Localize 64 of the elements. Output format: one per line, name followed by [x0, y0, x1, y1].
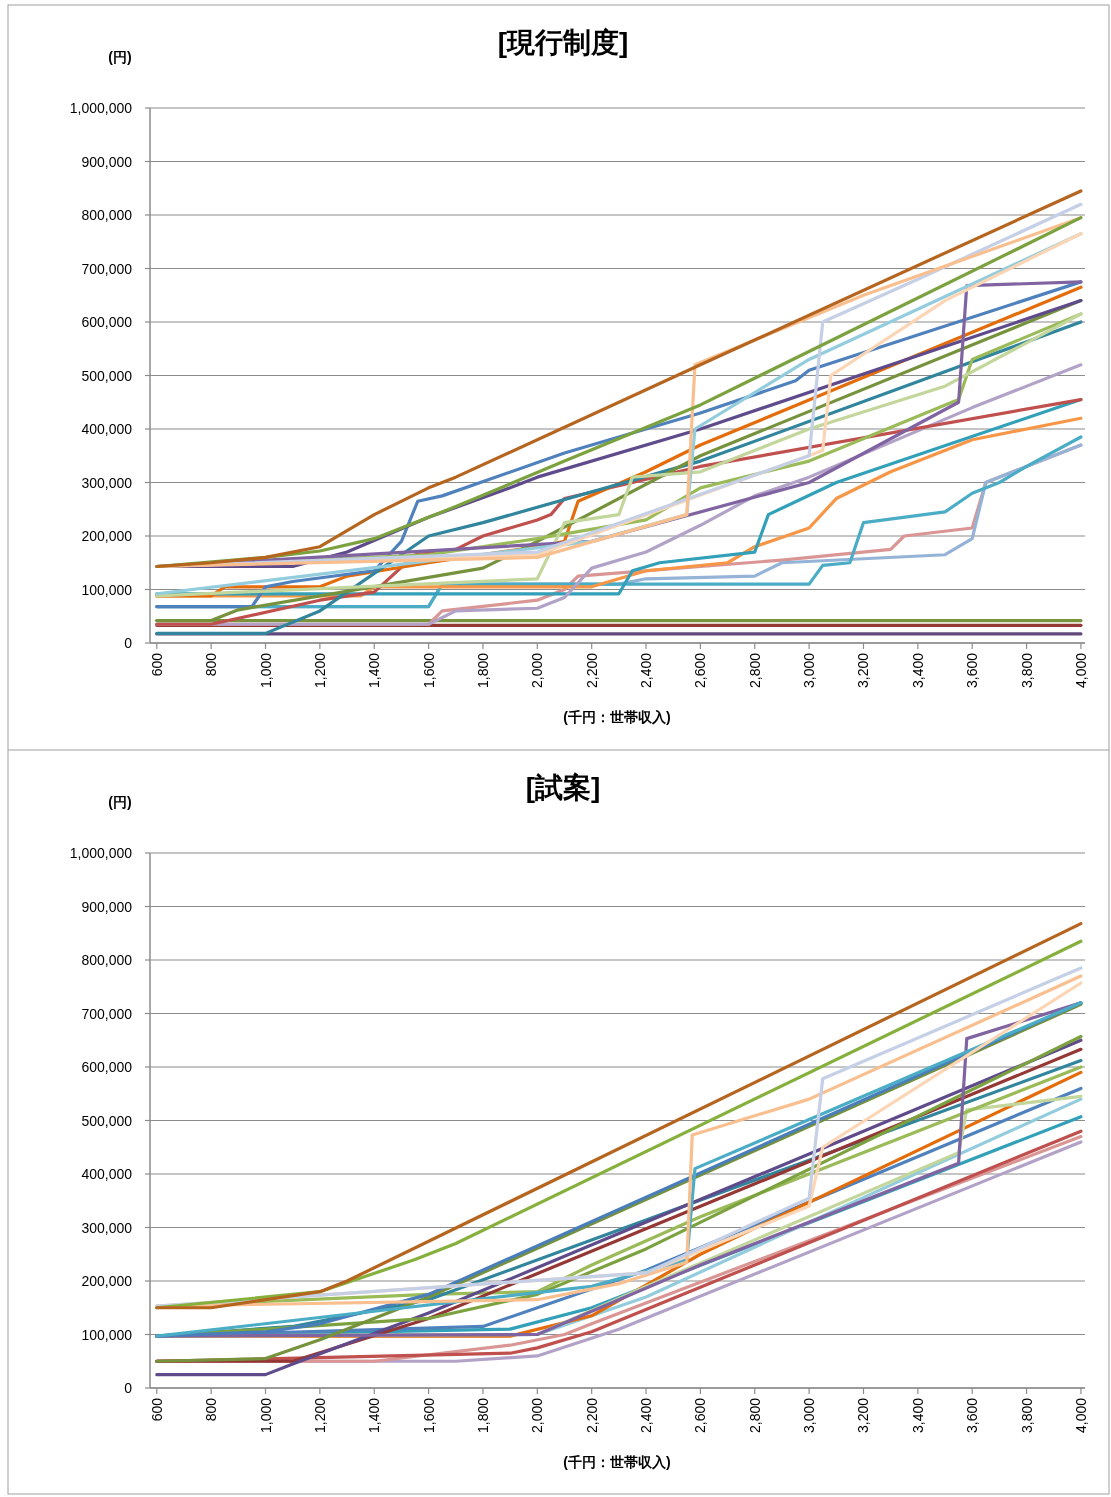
y-axis-title: (円): [108, 794, 132, 810]
y-axis-title: (円): [108, 49, 132, 65]
x-tick-label: 2,600: [692, 1397, 709, 1434]
y-tick-label: 300,000: [81, 474, 133, 491]
x-tick-label: 1,800: [474, 652, 491, 689]
x-tick-label: 3,200: [855, 1397, 872, 1434]
x-tick-label: 2,000: [529, 1397, 546, 1434]
x-tick-label: 1,000: [257, 1397, 274, 1434]
y-tick-label: 900,000: [81, 153, 133, 170]
chart-title: [試案]: [525, 772, 601, 803]
y-tick-label: 500,000: [81, 1112, 133, 1129]
x-tick-label: 2,200: [583, 1397, 600, 1434]
y-tick-label: 900,000: [81, 898, 133, 915]
x-tick-label: 3,000: [801, 652, 818, 689]
x-tick-label: 3,800: [1018, 652, 1035, 689]
y-tick-label: 600,000: [81, 1059, 133, 1075]
x-tick-label: 1,400: [366, 652, 383, 689]
y-tick-label: 100,000: [81, 581, 133, 598]
y-tick-label: 400,000: [81, 421, 133, 437]
x-tick-label: 2,800: [746, 652, 763, 689]
x-tick-label: 3,600: [964, 652, 981, 689]
x-tick-label: 4,000: [1072, 1397, 1089, 1434]
x-tick-label: 2,000: [529, 652, 546, 689]
x-tick-label: 600: [148, 1397, 165, 1422]
x-tick-label: 4,000: [1072, 652, 1089, 689]
y-tick-label: 200,000: [81, 528, 133, 544]
x-tick-label: 1,800: [474, 1397, 491, 1434]
y-tick-label: 800,000: [81, 207, 133, 223]
x-tick-label: 800: [203, 1397, 220, 1422]
y-tick-label: 800,000: [81, 952, 133, 968]
x-tick-label: 1,400: [366, 1397, 383, 1434]
x-tick-label: 1,000: [257, 652, 274, 689]
x-tick-label: 1,600: [420, 652, 437, 689]
y-tick-label: 100,000: [81, 1326, 133, 1343]
y-tick-label: 0: [124, 1380, 133, 1396]
x-tick-label: 2,400: [638, 1397, 655, 1434]
x-tick-label: 1,200: [311, 652, 328, 689]
y-tick-label: 1,000,000: [69, 845, 133, 861]
x-axis-title: (千円：世帯収入): [563, 1454, 671, 1470]
x-tick-label: 2,200: [583, 652, 600, 689]
y-tick-label: 500,000: [81, 367, 133, 384]
x-tick-label: 2,600: [692, 652, 709, 689]
x-tick-label: 1,600: [420, 1397, 437, 1434]
y-tick-label: 300,000: [81, 1219, 133, 1236]
x-tick-label: 3,000: [801, 1397, 818, 1434]
chart-title: [現行制度]: [497, 27, 629, 58]
x-axis-title: (千円：世帯収入): [563, 709, 671, 725]
x-tick-label: 3,200: [855, 652, 872, 689]
y-tick-label: 600,000: [81, 314, 133, 330]
y-tick-label: 400,000: [81, 1166, 133, 1182]
x-tick-label: 800: [203, 652, 220, 677]
x-tick-label: 2,800: [746, 1397, 763, 1434]
y-tick-label: 700,000: [81, 260, 133, 277]
x-tick-label: 3,400: [909, 652, 926, 689]
y-tick-label: 0: [124, 635, 133, 651]
x-tick-label: 3,800: [1018, 1397, 1035, 1434]
x-tick-label: 3,600: [964, 1397, 981, 1434]
x-tick-label: 3,400: [909, 1397, 926, 1434]
y-tick-label: 1,000,000: [69, 100, 133, 116]
y-tick-label: 700,000: [81, 1005, 133, 1022]
y-tick-label: 200,000: [81, 1273, 133, 1289]
x-tick-label: 1,200: [311, 1397, 328, 1434]
x-tick-label: 2,400: [638, 652, 655, 689]
x-tick-label: 600: [148, 652, 165, 677]
